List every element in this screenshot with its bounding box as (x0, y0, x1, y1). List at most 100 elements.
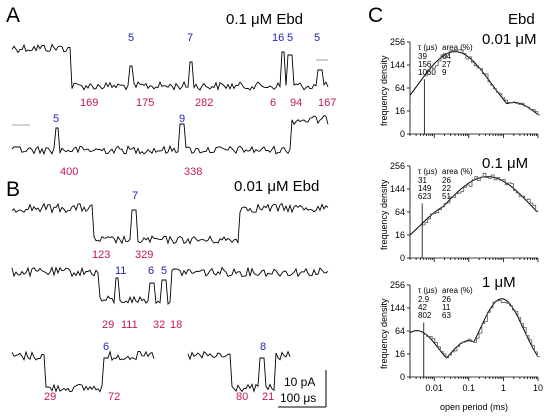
closed-label: 21 (262, 391, 274, 403)
panel-letter-c: C (368, 4, 383, 27)
legend-tau: 31 (418, 176, 427, 185)
closed-label: 29 (44, 391, 56, 403)
y-tick-label: 256 (390, 161, 405, 171)
closed-label: 111 (121, 319, 138, 331)
closed-label: 94 (290, 97, 302, 109)
legend-header-tau: τ (μs) (418, 286, 438, 295)
legend-tau: 39 (418, 52, 427, 61)
closed-label: 18 (170, 319, 182, 331)
condition-label-a: 0.1 μM Ebd (226, 11, 303, 28)
x-tick-label: 0.1 (463, 383, 476, 393)
y-tick-label: 16 (395, 230, 405, 240)
current-trace (11, 266, 329, 305)
legend-area: 63 (442, 311, 451, 320)
legend-area: 26 (442, 295, 451, 304)
open-label: 16 (272, 32, 284, 44)
concentration-label: 1 μM (482, 274, 516, 291)
legend-area: 22 (442, 184, 451, 193)
x-tick-label: 0.01 (425, 383, 443, 393)
closed-label: 6 (270, 97, 276, 109)
y-tick-label: 0 (400, 253, 405, 263)
y-tick-label: 64 (395, 207, 405, 217)
x-tick-label: 1 (501, 383, 506, 393)
legend-tau: 156 (418, 60, 432, 69)
x-axis-label: open period (ms) (440, 402, 508, 412)
histogram-bars (422, 172, 539, 226)
open-label: 5 (128, 32, 134, 44)
closed-label: 72 (108, 391, 120, 403)
open-label: 11 (115, 265, 126, 277)
y-tick-label: 144 (390, 303, 405, 313)
legend-area: 11 (442, 303, 451, 312)
open-label: 9 (179, 113, 185, 125)
y-axis-label: frequency density (379, 55, 389, 126)
legend-tau: 149 (418, 184, 432, 193)
closed-label: 123 (92, 249, 110, 261)
legend-tau: 42 (418, 303, 427, 312)
current-trace (187, 350, 291, 393)
closed-label: 329 (135, 249, 153, 261)
legend-area: 26 (442, 176, 451, 185)
legend-header-area: area (%) (442, 43, 473, 52)
closed-label: 175 (136, 97, 154, 109)
y-tick-label: 64 (395, 326, 405, 336)
y-tick-label: 16 (395, 106, 405, 116)
legend-area: 51 (442, 192, 451, 201)
open-label: 7 (187, 32, 193, 44)
open-label: 8 (260, 341, 266, 353)
closed-label: 80 (236, 391, 248, 403)
scale-bar-current-label: 10 pA (284, 375, 315, 389)
open-label: 6 (148, 265, 154, 277)
legend-area: 27 (442, 60, 451, 69)
legend-header-area: area (%) (442, 286, 473, 295)
panel-letter-a: A (6, 4, 20, 27)
y-tick-label: 256 (390, 280, 405, 290)
open-label: 7 (132, 190, 138, 202)
panel-c-title: Ebd (508, 11, 535, 28)
closed-label: 167 (318, 97, 336, 109)
legend-tau: 802 (418, 311, 432, 320)
closed-label: 29 (102, 319, 114, 331)
histogram-bars (424, 49, 541, 116)
open-label: 6 (103, 341, 109, 353)
y-axis-label: frequency density (379, 179, 389, 250)
concentration-label: 0.1 μM (482, 155, 528, 172)
y-tick-label: 144 (390, 60, 405, 70)
legend-header-tau: τ (μs) (418, 167, 438, 176)
concentration-label: 0.01 μM (482, 31, 537, 48)
closed-label: 282 (195, 97, 213, 109)
closed-label: 32 (153, 319, 165, 331)
y-tick-label: 144 (390, 184, 405, 194)
scale-bar-time-label: 100 μs (280, 391, 316, 405)
legend-area: 9 (442, 68, 447, 77)
closed-label: 338 (184, 166, 202, 178)
y-tick-label: 16 (395, 349, 405, 359)
open-label: 5 (53, 113, 59, 125)
closed-label: 169 (80, 97, 98, 109)
y-tick-label: 256 (390, 37, 405, 47)
legend-header-area: area (%) (442, 167, 473, 176)
current-trace (11, 43, 329, 92)
panel-letter-b: B (6, 178, 20, 201)
current-trace (11, 350, 155, 393)
y-tick-label: 64 (395, 83, 405, 93)
open-label: 5 (314, 32, 320, 44)
closed-label: 400 (60, 166, 78, 178)
legend-tau: 623 (418, 192, 432, 201)
condition-label-b: 0.01 μM Ebd (234, 178, 319, 195)
legend-tau: 2.9 (418, 295, 430, 304)
open-label: 5 (161, 265, 167, 277)
y-tick-label: 0 (400, 129, 405, 139)
y-tick-label: 0 (400, 372, 405, 382)
current-trace (11, 202, 329, 245)
y-axis-label: frequency density (379, 298, 389, 369)
scale-bar: 10 pA 100 μs (278, 370, 327, 408)
current-trace (11, 114, 329, 156)
trace-group (11, 43, 329, 393)
trace-label-group: 5 7 16 5 5 169 175 282 6 94 167 5 9 400 … (44, 32, 336, 403)
histogram-bars (423, 300, 540, 359)
